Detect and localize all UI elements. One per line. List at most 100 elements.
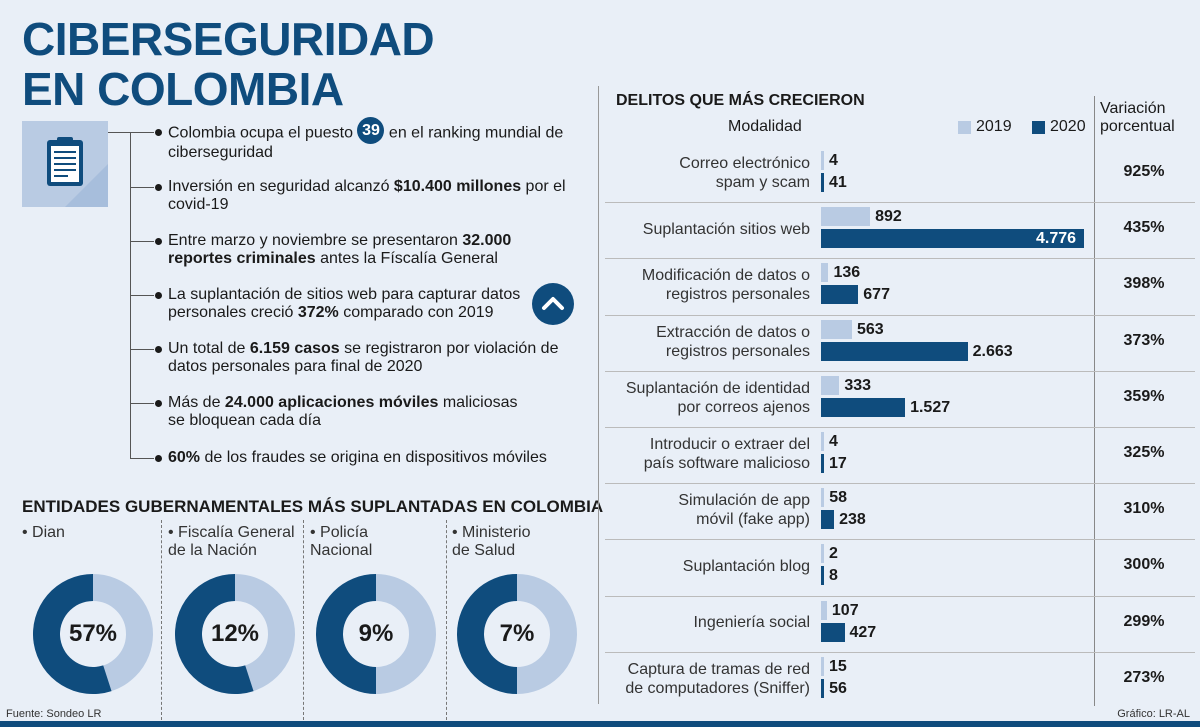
donut-percent-label: 7% — [499, 620, 535, 647]
category-label-line: país software malicioso — [643, 455, 810, 472]
donut-percent-label: 57% — [68, 620, 118, 647]
bar-value-label: 56 — [829, 679, 847, 697]
bar-2019 — [821, 656, 824, 676]
bar-value-label: 892 — [875, 208, 902, 226]
fact-text: Más de — [168, 394, 225, 411]
row-divider — [605, 651, 1195, 653]
bar-value-label: 427 — [849, 623, 877, 641]
chevron-up-icon — [532, 283, 574, 325]
variation-header-line: porcentual — [1100, 118, 1175, 135]
bar-2019 — [821, 375, 840, 395]
category-label: Extracción de datos o registros personale… — [620, 323, 810, 361]
category-label: Modificación de datos o registros persona… — [620, 266, 810, 304]
fact-text: de los fraudes se origina en dispositivo… — [200, 449, 547, 466]
variation-header: Variación porcentual — [1100, 100, 1175, 136]
category-label: Ingeniería social — [620, 613, 810, 632]
entity-label: • Fiscalía General de la Nación — [168, 524, 295, 559]
clipboard-icon — [47, 137, 108, 207]
legend-2019: 2019 — [958, 118, 1012, 136]
bar-value-label: 41 — [829, 174, 847, 191]
variation-value: 325% — [1123, 444, 1165, 461]
fact-highlight: $10.400 millones — [393, 178, 522, 195]
bar-value-label: 563 — [857, 320, 884, 338]
category-label-line: Correo electrónico — [679, 155, 810, 172]
category-label-line: Extracción de datos o — [656, 323, 810, 341]
bullet-icon — [155, 129, 162, 136]
bar-2020 — [821, 173, 824, 192]
page-title: CIBERSEGURIDAD EN COLOMBIA — [22, 14, 435, 115]
footer-bar — [0, 721, 1200, 727]
variation-value: 925% — [1123, 163, 1165, 180]
category-label: Suplantación blog — [620, 557, 810, 576]
fact-text: Un total de — [168, 340, 250, 357]
bar-2020 — [821, 229, 1084, 249]
category-label-line: Simulación de app — [678, 492, 810, 510]
fact-text: Entre marzo y noviembre se presentaron — [168, 232, 463, 249]
row-divider — [605, 370, 1195, 372]
variation-header-line: Variación — [1100, 100, 1166, 117]
category-label: Correo electrónico spam y scam — [620, 154, 810, 192]
bullet-icon — [155, 400, 162, 407]
donut-slice — [32, 574, 112, 694]
category-label: Introducir o extraer del país software ma… — [620, 435, 810, 473]
variation-value: 373% — [1123, 331, 1165, 349]
entity-label: • Ministerio de Salud — [452, 524, 531, 559]
variation-value: 359% — [1123, 387, 1165, 405]
donut-slice — [316, 574, 376, 694]
bar-value-label: 677 — [863, 286, 890, 304]
source-note: Fuente: Sondeo LR — [6, 708, 102, 720]
legend-swatch — [958, 120, 971, 134]
category-header: Modalidad — [728, 118, 802, 135]
entity-dian: • Dian — [22, 524, 65, 542]
entity-fiscalia: • Fiscalía General de la Nación — [168, 524, 295, 560]
fact-text: se registraron por violación de datos pe… — [168, 340, 559, 375]
row-divider — [605, 539, 1195, 541]
bar-value-label: 136 — [833, 264, 861, 282]
bar-value-label: 238 — [839, 511, 866, 529]
bar-value-label: 4 — [829, 433, 838, 450]
bar-2019 — [821, 488, 825, 508]
fact-text: antes la Físcalía General — [315, 250, 498, 267]
row-divider — [605, 314, 1195, 316]
bar-2020 — [821, 510, 835, 530]
bullet-icon — [155, 184, 162, 191]
category-label-line: por correos ajenos — [677, 398, 810, 416]
divider — [1094, 96, 1095, 706]
bar-value-label: 2.663 — [972, 342, 1013, 360]
bar-2019 — [821, 263, 829, 283]
bar-value-label: 4.776 — [1036, 230, 1077, 248]
title-line-2: EN COLOMBIA — [22, 63, 344, 115]
row-divider — [605, 483, 1195, 485]
entity-policia: • Policía Nacional — [310, 524, 372, 560]
bullet-icon — [155, 238, 162, 245]
legend-swatch — [1032, 120, 1045, 134]
bar-2019 — [821, 151, 824, 170]
bar-2020 — [821, 566, 824, 586]
legend-label: 2020 — [1050, 118, 1086, 135]
donut-slice — [457, 574, 517, 694]
entity-label: • Policía Nacional — [310, 524, 373, 559]
category-label-line: Suplantación de identidad — [625, 379, 810, 397]
divider — [446, 520, 447, 720]
rank-badge: 39 — [357, 117, 385, 144]
category-label-line: Suplantación blog — [682, 557, 810, 575]
bar-2019 — [821, 600, 827, 620]
fact-text: Colombia ocupa el puesto — [168, 124, 354, 142]
fact-text: La suplantación de sitios web para captu… — [168, 286, 521, 321]
category-label-line: Modificación de datos o — [641, 267, 810, 285]
fact-text: en el ranking mundial de ciberseguridad — [168, 124, 564, 161]
bar-2020 — [821, 397, 906, 417]
credit-note: Gráfico: LR-AL — [1117, 708, 1190, 720]
variation-value: 300% — [1123, 556, 1165, 574]
category-label: Suplantación sitios web — [620, 220, 810, 239]
bar-value-label: 107 — [831, 601, 859, 619]
category-label-line: Suplantación sitios web — [642, 220, 810, 238]
row-divider — [605, 202, 1195, 204]
bar-value-label: 1.527 — [910, 398, 951, 416]
bar-2019 — [821, 544, 824, 564]
donut-percent-label: 12% — [210, 620, 260, 647]
bar-value-label: 15 — [829, 657, 847, 675]
bullet-icon — [155, 346, 162, 353]
category-label: Suplantación de identidad por correos aje… — [620, 379, 810, 417]
bar-2020 — [821, 622, 845, 642]
